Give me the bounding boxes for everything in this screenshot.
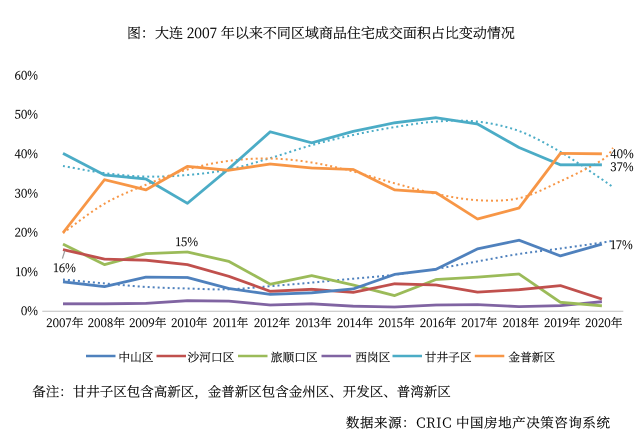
svg-text:2010年: 2010年 <box>171 315 208 331</box>
svg-text:沙河口区: 沙河口区 <box>188 349 235 365</box>
svg-text:60%: 60% <box>14 68 38 84</box>
svg-text:50%: 50% <box>14 107 38 123</box>
svg-text:15%: 15% <box>175 234 198 250</box>
svg-text:10%: 10% <box>15 264 38 280</box>
svg-text:备注：甘井子区包含高新区，金普新区包含金州区、开发区、普湾新: 备注：甘井子区包含高新区，金普新区包含金州区、开发区、普湾新区 <box>32 381 451 401</box>
svg-text:甘井子区: 甘井子区 <box>425 349 472 365</box>
svg-text:2011年: 2011年 <box>213 315 249 331</box>
svg-text:2020年: 2020年 <box>585 315 623 331</box>
svg-text:2016年: 2016年 <box>420 315 457 331</box>
svg-text:30%: 30% <box>14 185 38 201</box>
svg-text:金普新区: 金普新区 <box>508 349 555 365</box>
svg-text:40%: 40% <box>610 146 634 162</box>
svg-text:2013年: 2013年 <box>295 315 332 331</box>
svg-text:2008年: 2008年 <box>88 315 126 331</box>
svg-text:2014年: 2014年 <box>337 315 374 331</box>
svg-text:2015年: 2015年 <box>378 315 415 331</box>
svg-text:图：大连 2007 年以来不同区域商品住宅成交面积占比变动情: 图：大连 2007 年以来不同区域商品住宅成交面积占比变动情况 <box>127 23 515 43</box>
svg-text:2007年: 2007年 <box>46 315 84 331</box>
svg-text:2017年: 2017年 <box>461 315 498 331</box>
svg-text:20%: 20% <box>14 225 38 241</box>
svg-text:16%: 16% <box>53 260 76 276</box>
svg-text:17%: 17% <box>610 237 633 253</box>
svg-text:2012年: 2012年 <box>254 315 291 331</box>
svg-text:0%: 0% <box>21 303 38 319</box>
svg-text:2009年: 2009年 <box>129 315 167 331</box>
svg-text:旅顺口区: 旅顺口区 <box>271 349 318 365</box>
svg-text:中山区: 中山区 <box>118 349 153 365</box>
svg-text:2019年: 2019年 <box>544 315 581 331</box>
svg-text:数据来源：CRIC 中国房地产决策咨询系统: 数据来源：CRIC 中国房地产决策咨询系统 <box>346 412 611 432</box>
svg-text:2018年: 2018年 <box>503 315 540 331</box>
svg-text:40%: 40% <box>15 146 39 162</box>
svg-text:西岗区: 西岗区 <box>355 349 390 365</box>
svg-text:37%: 37% <box>610 159 634 175</box>
